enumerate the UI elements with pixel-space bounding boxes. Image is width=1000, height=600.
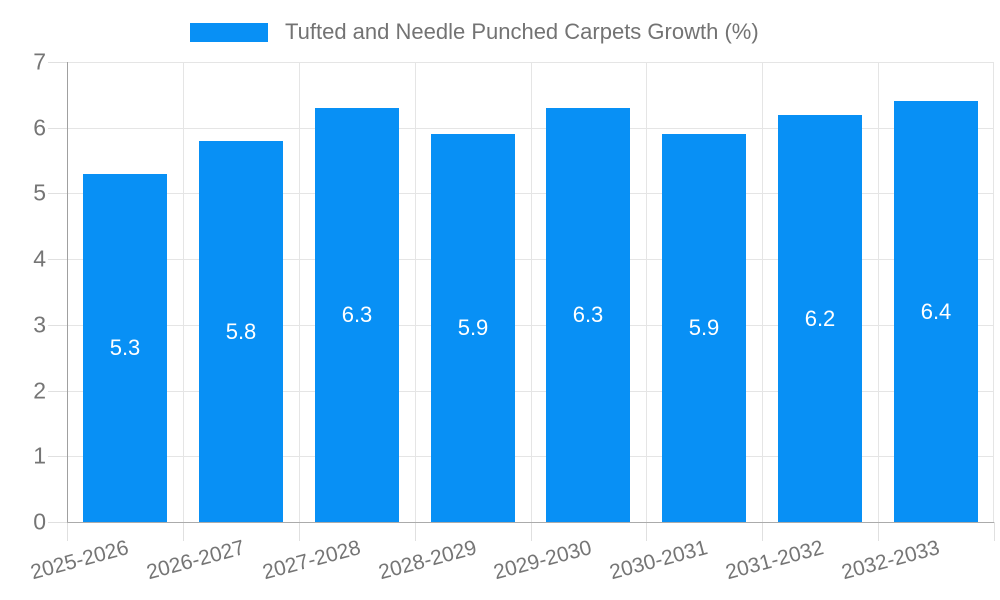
bar-value-label: 5.8 — [225, 318, 257, 344]
v-gridline — [531, 62, 532, 522]
x-axis-tick-label: 2031-2032 — [722, 536, 826, 585]
y-axis-line — [67, 62, 68, 522]
y-axis-tick-label: 4 — [33, 245, 46, 272]
bar[interactable]: 6.3 — [546, 108, 630, 522]
y-tick — [48, 259, 67, 260]
h-gridline — [67, 128, 994, 129]
h-gridline — [67, 193, 994, 194]
y-tick — [48, 128, 67, 129]
y-tick — [48, 62, 67, 63]
v-gridline — [299, 62, 300, 522]
legend-label: Tufted and Needle Punched Carpets Growth… — [285, 19, 759, 44]
y-axis-tick-label: 2 — [33, 377, 46, 404]
y-axis-tick-label: 3 — [33, 311, 46, 338]
y-tick — [48, 522, 67, 523]
x-tick — [67, 522, 68, 541]
y-axis-labels: 0 1 2 3 4 5 6 7 — [0, 50, 46, 533]
bar[interactable]: 5.9 — [662, 134, 746, 522]
bar-value-label: 6.3 — [341, 302, 373, 327]
y-tick — [48, 391, 67, 392]
h-gridline — [67, 62, 994, 63]
bar[interactable]: 5.3 — [83, 174, 167, 522]
h-gridline — [67, 259, 994, 260]
v-gridline — [183, 62, 184, 522]
legend-swatch-icon — [190, 22, 268, 42]
chart-legend[interactable]: Tufted and Needle Punched Carpets Growth… — [190, 19, 759, 45]
x-tick — [878, 522, 879, 541]
y-tick — [48, 325, 67, 326]
x-axis-tick-label: 2032-2033 — [838, 536, 942, 585]
y-axis-tick-label: 5 — [33, 179, 46, 206]
bar[interactable]: 5.8 — [199, 141, 283, 522]
plot-area: 5.3 5.8 6.3 5.9 6.3 5.9 6.2 6.4 — [48, 62, 995, 541]
v-gridline — [993, 62, 994, 522]
bar-value-label: 6.3 — [572, 302, 604, 327]
y-tick — [48, 456, 67, 457]
y-axis-tick-label: 7 — [33, 48, 46, 75]
v-gridline — [878, 62, 879, 522]
x-axis-labels: 2025-2026 2026-2027 2027-2028 2028-2029 2029… — [28, 522, 994, 600]
x-tick — [183, 522, 184, 541]
x-axis-tick-label: 2029-2030 — [490, 536, 594, 585]
x-axis-tick-label: 2026-2027 — [143, 536, 247, 585]
x-axis-tick-label: 2028-2029 — [375, 536, 479, 585]
x-axis-tick-label: 2030-2031 — [606, 536, 710, 585]
y-axis-tick-label: 0 — [33, 508, 46, 535]
v-gridline — [415, 62, 416, 522]
bar-value-label: 6.2 — [804, 305, 836, 331]
x-axis-tick-label: 2027-2028 — [259, 536, 363, 585]
bar[interactable]: 6.4 — [894, 101, 978, 522]
x-tick — [646, 522, 647, 541]
y-axis-tick-label: 1 — [33, 442, 46, 469]
y-axis-tick-label: 6 — [33, 114, 46, 141]
bar-value-label: 6.4 — [920, 298, 952, 324]
x-tick — [299, 522, 300, 541]
h-gridline — [67, 456, 994, 457]
x-tick — [762, 522, 763, 541]
bar[interactable]: 6.3 — [315, 108, 399, 522]
bar-value-label: 5.3 — [109, 335, 141, 360]
x-axis-line — [67, 522, 994, 523]
x-tick — [531, 522, 532, 541]
v-gridline — [762, 62, 763, 522]
bar-value-label: 5.9 — [688, 315, 720, 340]
x-axis-tick-label: 2025-2026 — [27, 536, 131, 585]
x-tick — [415, 522, 416, 541]
h-gridline — [67, 325, 994, 326]
x-tick — [994, 522, 995, 541]
v-gridline — [646, 62, 647, 522]
bar-value-label: 5.9 — [457, 315, 489, 340]
bar[interactable]: 6.2 — [778, 115, 862, 522]
bar[interactable]: 5.9 — [431, 134, 515, 522]
y-tick — [48, 193, 67, 194]
h-gridline — [67, 391, 994, 392]
